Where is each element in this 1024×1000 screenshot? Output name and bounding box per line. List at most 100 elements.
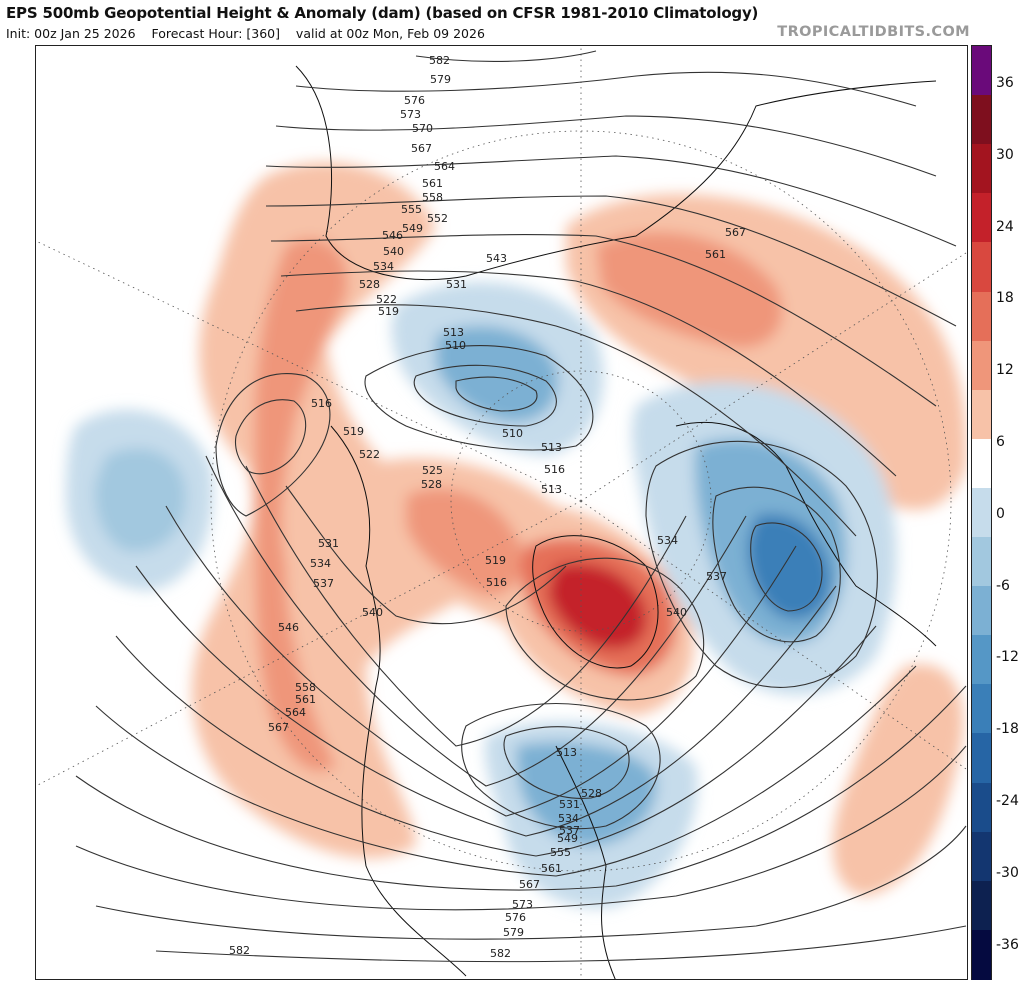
contour-label: 531 [559, 798, 580, 811]
contour-label: 561 [422, 177, 443, 190]
contour-label: 576 [505, 911, 526, 924]
contour-label: 525 [422, 464, 443, 477]
contour-label: 576 [404, 94, 425, 107]
contour-label: 540 [362, 606, 383, 619]
contour-europe-trough-3 [750, 522, 823, 612]
contour-label: 513 [443, 326, 464, 339]
anomaly-positive-eurasia-core [596, 231, 783, 348]
contour-top-570 [275, 115, 937, 177]
contour-label: 555 [550, 846, 571, 859]
anomaly-shading [66, 162, 967, 908]
contour-label: 546 [278, 621, 299, 634]
contour-top-546 [280, 270, 897, 477]
brand-watermark: TROPICALTIDBITS.COM [777, 24, 970, 40]
colorbar-tick-label: -24 [996, 793, 1019, 809]
map-panel: 582 579 576 573 570 567 564 561 558 555 … [35, 45, 968, 980]
graticule-meridian-3 [36, 500, 582, 787]
contour-label: 534 [373, 260, 394, 273]
contour-label: 552 [427, 212, 448, 225]
contour-label: 519 [485, 554, 506, 567]
contour-label: 555 [401, 203, 422, 216]
colorbar-tick-label: -18 [996, 721, 1019, 738]
contour-label: 570 [412, 122, 433, 135]
contour-west-trough-522 [234, 399, 307, 475]
contour-top-576 [295, 71, 917, 107]
coast-eurasia [295, 65, 937, 281]
colorbar-segment [972, 389, 991, 440]
contour-label: 531 [318, 537, 339, 550]
contour-west-trough-516 [215, 373, 331, 517]
contour-label: 573 [400, 108, 421, 121]
contour-555 [135, 565, 837, 837]
colorbar-segment [972, 193, 991, 244]
colorbar-tick-label: -36 [996, 936, 1019, 953]
contour-label: 561 [541, 862, 562, 875]
colorbar-segment [972, 929, 991, 980]
contour-567 [95, 665, 917, 877]
contour-label: 573 [512, 898, 533, 911]
contour-east-na-trough-2 [503, 726, 630, 799]
contour-label: 528 [359, 278, 380, 291]
contour-label: 522 [359, 448, 380, 461]
contour-label: 537 [559, 824, 580, 837]
contour-531 [285, 485, 567, 625]
run-info: Init: 00z Jan 25 2026 Forecast Hour: [36… [6, 26, 485, 41]
graticule-circle-80n [450, 370, 712, 632]
colorbar-tick-label: 18 [996, 290, 1014, 307]
contour-east-na-trough-1 [461, 703, 661, 830]
colorbar-segment [972, 438, 991, 489]
contour-europe-trough-2 [712, 486, 841, 643]
anomaly-negative-eastna-core [516, 742, 657, 846]
contour-561 [115, 625, 877, 857]
contour-top-552 [270, 234, 937, 407]
colorbar-segment [972, 684, 991, 735]
contour-label: 567 [519, 878, 540, 891]
anomaly-positive-greenland-core [548, 563, 647, 650]
contour-low-519 [364, 345, 594, 451]
contour-label: 513 [541, 441, 562, 454]
contour-label: 579 [430, 73, 451, 86]
anomaly-negative-europe-core [747, 514, 831, 620]
colorbar-segment [972, 635, 991, 685]
anomaly-negative-pacific-core [94, 448, 186, 552]
colorbar-segment [972, 733, 991, 784]
contour-label: 564 [285, 706, 306, 719]
colorbar-tick-label: 6 [996, 434, 1005, 450]
contour-573 [75, 685, 967, 891]
contour-label: 513 [556, 746, 577, 759]
contour-low-510 [455, 376, 538, 412]
colorbar-tick-label: 30 [996, 146, 1014, 163]
colorbar-segment [972, 95, 991, 145]
contour-label: 516 [486, 576, 507, 589]
colorbar-segment [972, 586, 991, 636]
contour-label: 582 [229, 944, 250, 957]
coast-north-america [330, 425, 467, 977]
colorbar-tick-label: 36 [996, 75, 1014, 91]
contour-top-564 [265, 155, 957, 247]
colorbar-tick-label: 24 [996, 218, 1014, 235]
contour-label: 567 [411, 142, 432, 155]
graticule-circle-60n [210, 130, 952, 872]
colorbar-tick-label: -12 [996, 649, 1019, 666]
contour-label: 543 [486, 252, 507, 265]
map-svg: 582 579 576 573 570 567 564 561 558 555 … [36, 46, 967, 979]
contour-label: 564 [434, 160, 455, 173]
contour-label: 579 [503, 926, 524, 939]
contour-579 [95, 825, 967, 940]
contour-europe-trough-1 [645, 440, 878, 688]
contour-label: 534 [558, 812, 579, 825]
colorbar-segment [972, 242, 991, 293]
contour-greenland-ridge [505, 557, 705, 701]
coast-europe [675, 421, 937, 647]
contour-label: 528 [581, 787, 602, 800]
contour-label: 534 [657, 534, 678, 547]
colorbar-segment [972, 487, 991, 538]
contour-label: 558 [422, 191, 443, 204]
contour-label: 510 [502, 427, 523, 440]
colorbar-tick-label: -6 [996, 577, 1010, 594]
contour-label: 510 [445, 339, 466, 352]
contour-label: 567 [725, 226, 746, 239]
chart-title: EPS 500mb Geopotential Height & Anomaly … [6, 4, 759, 22]
forecast-hour: Forecast Hour: [360] [151, 26, 281, 41]
colorbar-tick-label: 12 [996, 362, 1014, 379]
